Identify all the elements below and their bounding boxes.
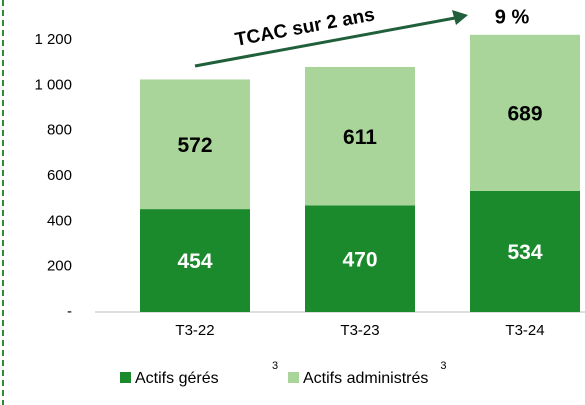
y-tick-label: 800 [47, 122, 72, 139]
value-label: 689 [507, 102, 542, 125]
value-label: 572 [177, 134, 212, 157]
value-label: 611 [343, 126, 377, 149]
bar-segment [305, 66, 415, 206]
legend-note: 3 [272, 360, 278, 372]
legend-label: Actifs gérés [135, 370, 219, 387]
y-tick-label: 1 200 [34, 31, 72, 48]
value-label: 454 [177, 250, 212, 273]
x-tick-label: T3-22 [175, 322, 214, 339]
bar-segment [140, 79, 250, 210]
x-tick-label: T3-24 [505, 322, 544, 339]
bar-segment [305, 205, 415, 312]
bar-segment [470, 190, 580, 312]
y-tick-label: 1 000 [34, 76, 72, 93]
legend-note: 3 [440, 360, 446, 372]
annotation: TCAC sur 2 ans [233, 4, 376, 50]
arrow-line [194, 16, 456, 68]
y-tick-label: 200 [47, 258, 72, 275]
y-tick-label: 600 [47, 167, 72, 184]
legend-label: Actifs administrés [303, 370, 428, 387]
bar-segment [470, 34, 580, 191]
legend-swatch [288, 372, 299, 383]
bar-segment [140, 209, 250, 312]
x-tick-label: T3-23 [340, 322, 379, 339]
y-tick-label: - [67, 303, 72, 320]
value-label: 534 [507, 241, 542, 264]
legend-swatch [120, 372, 131, 383]
y-tick-label: 400 [47, 212, 72, 229]
value-label: 470 [342, 248, 377, 271]
arrow-head [452, 10, 468, 25]
growth-label: 9 % [495, 6, 530, 28]
